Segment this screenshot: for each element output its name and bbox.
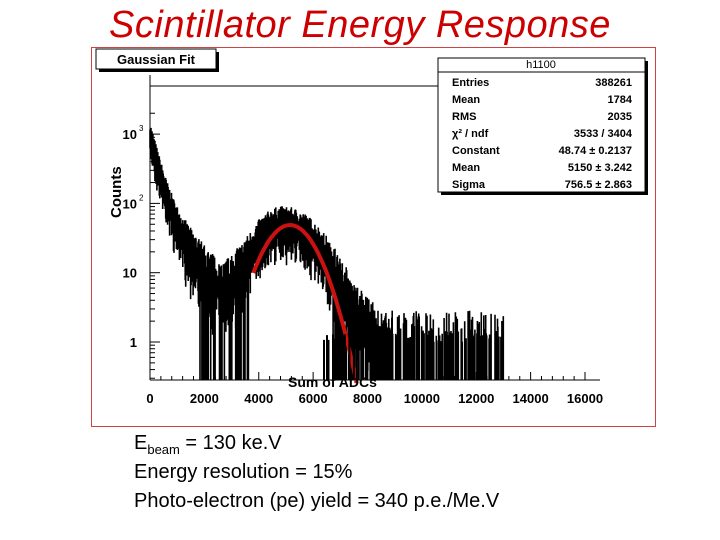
stats-row-label: Mean bbox=[452, 94, 480, 106]
x-tick-label: 2000 bbox=[190, 391, 219, 406]
caption-line-pe-yield: Photo-electron (pe) yield = 340 p.e./Me.… bbox=[134, 490, 500, 512]
y-tick-exponent: 2 bbox=[139, 193, 144, 202]
y-tick-label: 10 bbox=[123, 127, 137, 142]
stats-row-label: Entries bbox=[452, 77, 489, 89]
histogram-tail-spikes bbox=[323, 332, 376, 380]
stats-histogram-name: h1100 bbox=[526, 59, 556, 71]
y-axis-label: Counts bbox=[108, 166, 125, 218]
x-tick-label: 16000 bbox=[567, 391, 603, 406]
stats-row-value: 5150 ± 3.242 bbox=[568, 162, 632, 174]
x-tick-label: 12000 bbox=[458, 391, 494, 406]
y-tick-label: 1 bbox=[130, 335, 137, 350]
y-tick-label: 10 bbox=[123, 196, 137, 211]
stats-row-label: Sigma bbox=[452, 179, 486, 191]
beam-energy-subscript: beam bbox=[147, 442, 180, 457]
beam-energy-symbol: E bbox=[134, 432, 148, 454]
stats-row-value: 1784 bbox=[608, 94, 633, 106]
stats-row-value: 2035 bbox=[608, 111, 632, 123]
stats-row-label: RMS bbox=[452, 111, 476, 123]
stats-row-value: 756.5 ± 2.863 bbox=[565, 179, 632, 191]
stats-row-value: 388261 bbox=[595, 77, 632, 89]
stats-row-label: Mean bbox=[452, 162, 480, 174]
x-tick-label: 4000 bbox=[244, 391, 273, 406]
stats-row-label: χ² / ndf bbox=[452, 128, 489, 140]
y-tick-exponent: 3 bbox=[139, 124, 144, 133]
caption-line-energy-resolution: Energy resolution = 15% bbox=[134, 461, 353, 483]
y-tick-label: 10 bbox=[123, 266, 137, 281]
slide-title: Scintillator Energy Response bbox=[109, 4, 611, 46]
caption-line-beam-energy: Ebeam = 130 ke.V bbox=[134, 432, 282, 457]
stats-row-value: 3533 / 3404 bbox=[574, 128, 633, 140]
x-tick-label: 6000 bbox=[299, 391, 328, 406]
stats-row-value: 48.74 ± 0.2137 bbox=[559, 145, 632, 157]
chart-title: Gaussian Fit bbox=[117, 52, 196, 67]
stats-row-label: Constant bbox=[452, 145, 500, 157]
title-box bbox=[95, 48, 217, 70]
x-tick-label: 14000 bbox=[513, 391, 549, 406]
x-tick-label: 0 bbox=[146, 391, 153, 406]
gaussian-fit-curve bbox=[251, 222, 359, 384]
x-tick-label: 10000 bbox=[404, 391, 440, 406]
x-tick-label: 8000 bbox=[353, 391, 382, 406]
stats-box bbox=[437, 57, 646, 193]
beam-energy-value: = 130 ke.V bbox=[179, 432, 282, 454]
